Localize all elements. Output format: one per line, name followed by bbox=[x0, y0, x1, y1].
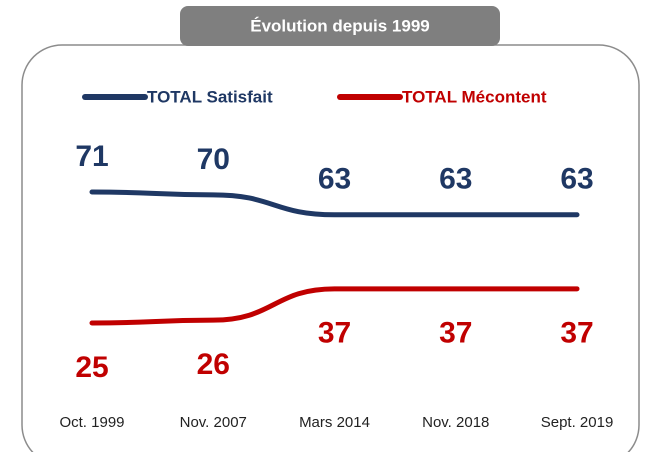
data-label: 26 bbox=[197, 348, 230, 381]
data-label: 63 bbox=[318, 163, 351, 196]
data-label: 71 bbox=[75, 140, 108, 173]
data-label: 70 bbox=[197, 143, 230, 176]
chart-title: Évolution depuis 1999 bbox=[250, 16, 430, 35]
data-label: 37 bbox=[560, 317, 593, 350]
x-tick-label: Sept. 2019 bbox=[541, 414, 614, 431]
series-line bbox=[89, 189, 580, 218]
data-label: 37 bbox=[318, 317, 351, 350]
series-line bbox=[89, 286, 580, 326]
data-label: 25 bbox=[75, 351, 108, 384]
data-label: 63 bbox=[439, 163, 472, 196]
title-box bbox=[180, 6, 500, 46]
legend-label: TOTAL Satisfait bbox=[147, 87, 273, 106]
x-tick-label: Mars 2014 bbox=[299, 414, 370, 431]
x-tick-label: Nov. 2018 bbox=[422, 414, 489, 431]
x-tick-label: Nov. 2007 bbox=[180, 414, 247, 431]
data-label: 63 bbox=[560, 163, 593, 196]
x-tick-label: Oct. 1999 bbox=[59, 414, 124, 431]
legend-label: TOTAL Mécontent bbox=[402, 87, 547, 106]
data-label: 37 bbox=[439, 317, 472, 350]
